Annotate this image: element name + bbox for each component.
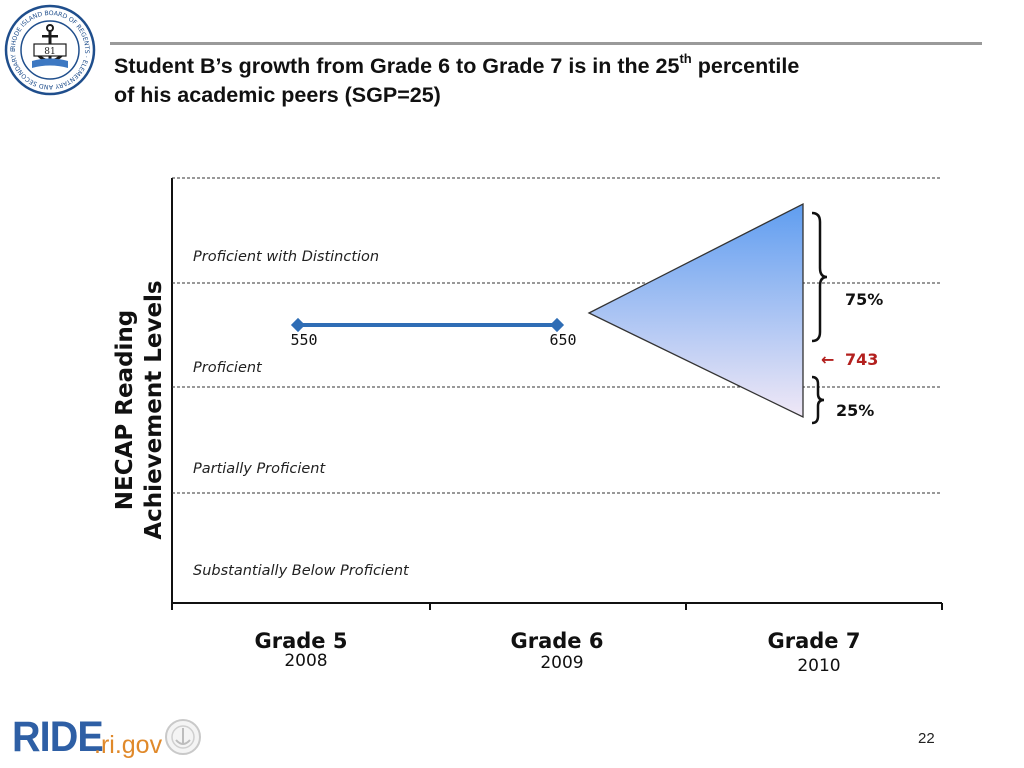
title-rule	[110, 42, 982, 45]
actual-score-label: 743	[845, 350, 878, 369]
x-year-label: 2010	[797, 656, 840, 676]
series-point	[549, 317, 565, 333]
title-line2: of his academic peers (SGP=25)	[114, 83, 441, 107]
mini-seal-icon	[165, 719, 201, 755]
title-line1-pre: Student B’s growth from Grade 6 to Grade…	[114, 54, 680, 78]
upper-brace	[811, 211, 828, 343]
title-superscript: th	[679, 50, 692, 66]
ride-domain: .ri.gov	[94, 731, 163, 759]
slide-title: Student B’s growth from Grade 6 to Grade…	[114, 52, 974, 110]
band-label: Proficient	[193, 360, 263, 376]
page-number: 22	[918, 730, 935, 747]
lower-percentile-label: 25%	[836, 401, 874, 420]
series-point	[290, 317, 306, 333]
lower-brace	[811, 375, 825, 425]
series-point-label: 550	[290, 331, 317, 349]
x-category-label: Grade 6	[511, 629, 604, 653]
band-label: Partially Proficient	[193, 461, 326, 477]
band-label: Proficient with Distinction	[193, 249, 379, 265]
band-label: Substantially Below Proficient	[193, 563, 410, 579]
actual-score-arrow: ←	[821, 350, 834, 369]
projection-cone	[587, 202, 804, 419]
x-category-label: Grade 5	[255, 629, 348, 653]
series-point-label: 650	[549, 331, 576, 349]
ride-brand: RIDE	[12, 713, 104, 761]
x-category-label: Grade 7	[768, 629, 861, 653]
upper-percentile-label: 75%	[845, 290, 883, 309]
board-of-regents-seal: RHODE ISLAND BOARD OF REGENTS · ELEMENTA…	[4, 4, 96, 96]
seal-center-text: 81	[44, 47, 55, 57]
x-year-label: 2008	[284, 651, 327, 671]
title-line1-post: percentile	[691, 54, 800, 78]
x-year-label: 2009	[540, 653, 583, 673]
